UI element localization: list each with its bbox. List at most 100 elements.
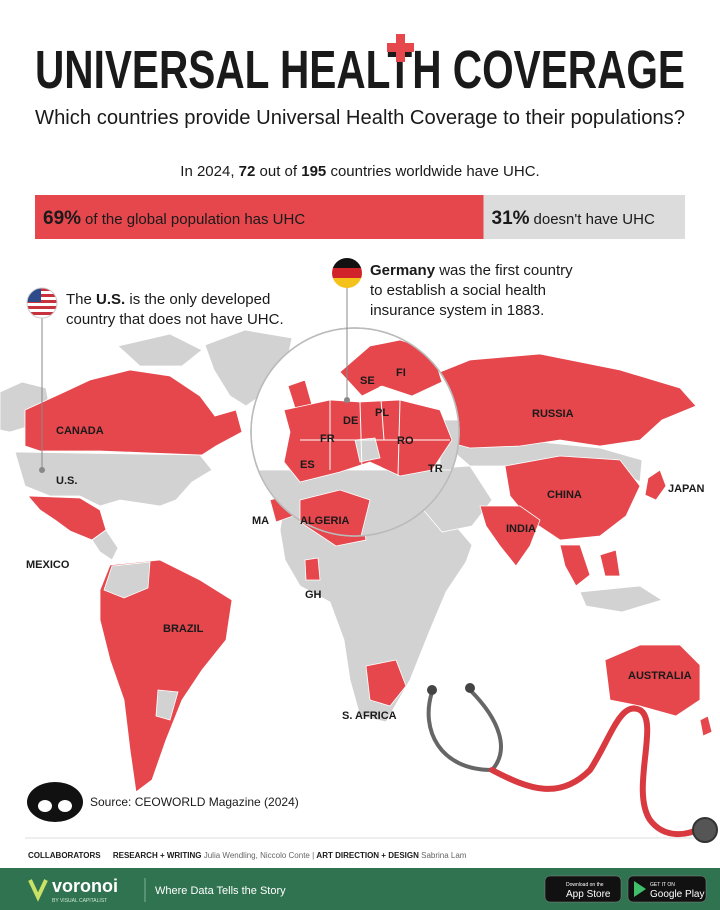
shape	[27, 300, 57, 303]
central-america	[91, 529, 119, 561]
germany-callout: Germany was the first country to establi…	[332, 258, 573, 403]
country-label: MEXICO	[26, 559, 70, 571]
shape	[426, 688, 503, 772]
title: UNIVERSAL HEALTH COVERAGE	[35, 40, 685, 100]
google-play-badge[interactable]: GET IT ON Google Play	[627, 875, 707, 903]
shape	[489, 705, 703, 838]
shape	[339, 339, 443, 397]
country-label: FI	[396, 367, 406, 379]
shape	[634, 881, 646, 897]
badge-text: Google Play	[650, 889, 704, 900]
credit-role: ART DIRECTION + DESIGN	[316, 851, 419, 860]
shape	[332, 258, 362, 288]
canada	[24, 369, 243, 456]
callout-part: was the first country	[438, 262, 573, 279]
bar-text: of the global population has UHC	[85, 211, 305, 228]
country-label: CANADA	[56, 425, 104, 437]
bar-value-label: 69%	[43, 208, 81, 229]
voronoi-logo	[28, 879, 48, 902]
japan	[644, 469, 667, 501]
shape	[427, 685, 437, 695]
credit-role: RESEARCH + WRITING	[113, 851, 202, 860]
shape	[26, 287, 58, 319]
shape	[692, 817, 718, 843]
app-store-badge[interactable]: Download on the App Store	[544, 875, 622, 903]
shape	[27, 294, 57, 297]
callout-bold: Germany	[370, 262, 436, 279]
cross-icon	[387, 34, 414, 62]
bar-label: 31% doesn't have UHC	[492, 208, 655, 229]
country-label: U.S.	[56, 475, 77, 487]
country-label: ES	[300, 459, 315, 471]
summary-part: out of	[260, 163, 298, 180]
shape	[332, 258, 362, 268]
arctic-islands	[117, 333, 203, 367]
callout-bold: U.S.	[96, 291, 125, 308]
shape	[387, 43, 414, 52]
country-label: PL	[375, 407, 389, 419]
shape	[344, 397, 350, 403]
credit-separator: |	[312, 851, 314, 860]
new-zealand	[699, 715, 713, 737]
brand-sub: BY VISUAL CAPITALIST	[52, 898, 107, 904]
callout-text: Germany was the first country	[370, 262, 573, 279]
summary-part: In 2024,	[180, 163, 234, 180]
shape	[27, 288, 57, 291]
russia	[429, 353, 697, 449]
summary-number: 72	[239, 163, 256, 180]
summary-number: 195	[301, 163, 326, 180]
united-states	[14, 451, 213, 507]
shape	[332, 278, 362, 288]
source: Source: CEOWORLD Magazine (2024)	[90, 795, 299, 809]
india	[479, 505, 541, 567]
shape	[27, 306, 57, 309]
country-label: INDIA	[506, 523, 536, 535]
country-label: BRAZIL	[163, 623, 204, 635]
shape	[27, 288, 57, 318]
callout-part: is the only developed	[129, 291, 270, 308]
summary-part: countries worldwide have UHC.	[330, 163, 539, 180]
us-callout: The U.S. is the only developed country t…	[26, 287, 284, 473]
bar-segment	[35, 195, 484, 239]
badge-text: GET IT ON	[650, 882, 675, 888]
shape	[465, 683, 475, 693]
shape	[300, 385, 450, 477]
population-bar: 69% of the global population has UHC 31% do…	[35, 195, 685, 239]
country-label: AUSTRALIA	[628, 670, 692, 682]
australia	[604, 644, 701, 717]
shape	[332, 268, 362, 278]
south-america-other	[103, 561, 179, 721]
callout-text: The U.S. is the only developed	[66, 291, 270, 308]
germany-flag	[332, 258, 362, 288]
shape	[251, 339, 459, 536]
shape	[58, 800, 72, 812]
country-label: JAPAN	[668, 483, 705, 495]
ghana	[304, 557, 321, 581]
bar-label: 69% of the global population has UHC	[43, 208, 305, 229]
country-label: CHINA	[547, 489, 582, 501]
country-label: FR	[320, 433, 335, 445]
shape	[27, 782, 83, 822]
tagline: Where Data Tells the Story	[155, 885, 286, 897]
southeast-asia	[559, 544, 621, 587]
summary: In 2024, 72 out of 195 countries worldwi…	[180, 163, 539, 180]
country-label: MA	[252, 515, 269, 527]
country-label: DE	[343, 415, 358, 427]
shape	[250, 327, 460, 537]
map-labels: CANADA U.S. MEXICO BRAZIL MA ALGERIA GH …	[26, 367, 705, 722]
credits-heading: COLLABORATORS	[28, 851, 101, 860]
credits: COLLABORATORS RESEARCH + WRITING Julia W…	[28, 851, 467, 860]
callout-text: to establish a social health	[370, 282, 546, 299]
us-flag	[26, 287, 58, 319]
logo-mark	[27, 782, 83, 822]
country-label: RO	[397, 435, 414, 447]
country-label: S. AFRICA	[342, 710, 397, 722]
shape	[627, 875, 707, 903]
country-label: TR	[428, 463, 443, 475]
bar-segment	[483, 195, 685, 239]
country-label: RUSSIA	[532, 408, 574, 420]
shape	[27, 312, 57, 315]
callout-text: country that does not have UHC.	[66, 311, 284, 328]
south-africa	[365, 659, 407, 707]
